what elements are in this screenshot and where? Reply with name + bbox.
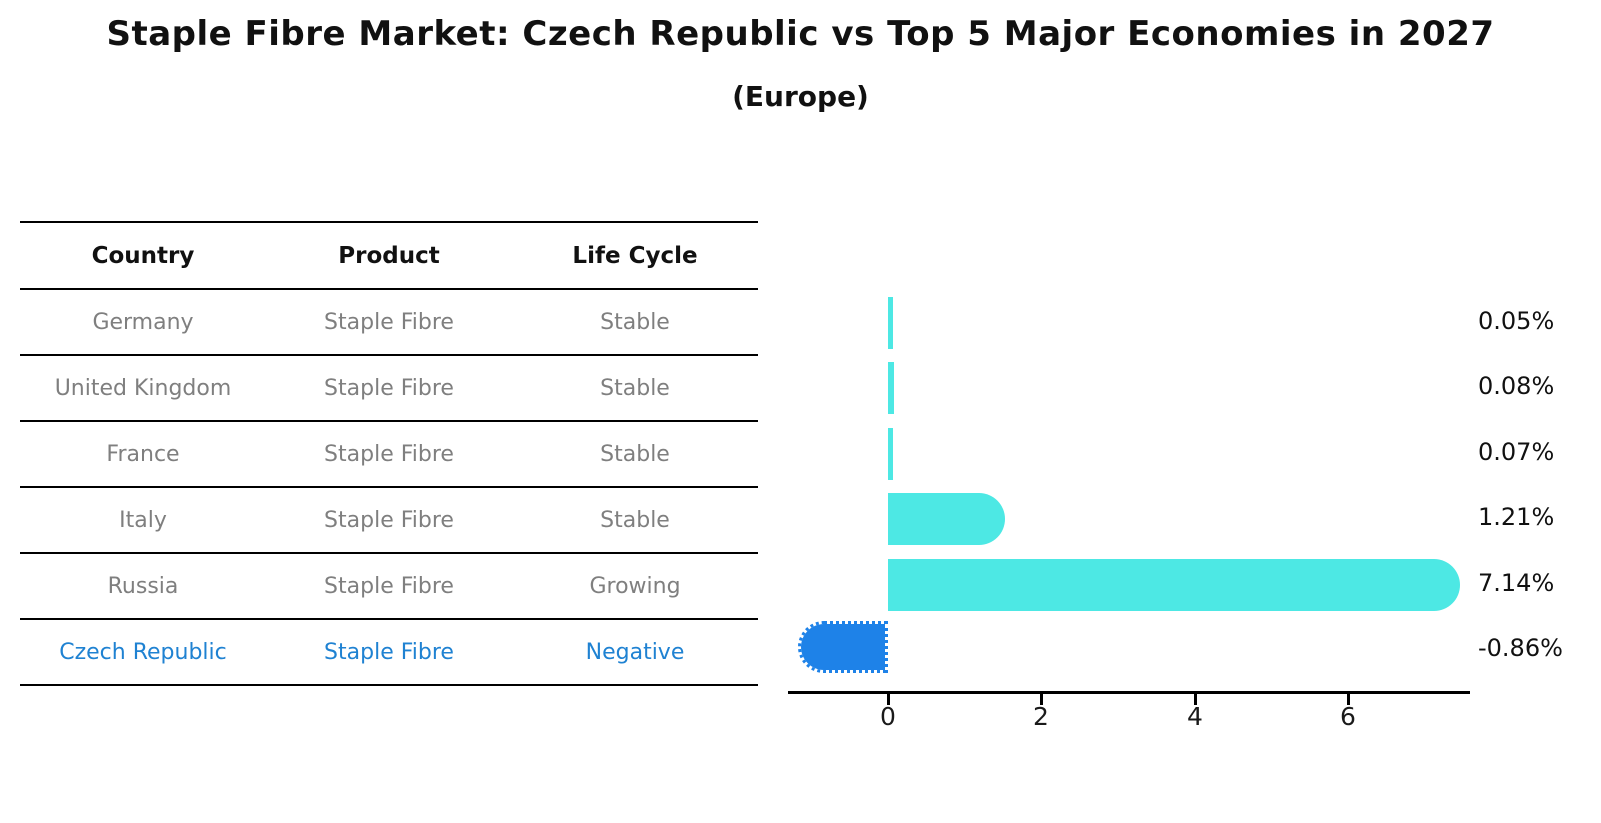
table-header-cell: Country (91, 242, 195, 269)
bar-germany (888, 297, 893, 349)
table-cell-life-cycle: Stable (600, 507, 670, 533)
value-label: 0.07% (1478, 438, 1555, 466)
table-cell-life-cycle: Stable (600, 375, 670, 401)
table-header-cell: Product (338, 242, 440, 269)
x-tick-label: 2 (1033, 702, 1049, 731)
value-label: 0.08% (1478, 372, 1555, 400)
table-row: France Staple Fibre Stable (20, 422, 758, 488)
value-label: 7.14% (1478, 569, 1555, 597)
chart-subtitle: (Europe) (732, 80, 869, 113)
table-row: Germany Staple Fibre Stable (20, 290, 758, 356)
x-tick-mark (1194, 694, 1197, 705)
chart-title: Staple Fibre Market: Czech Republic vs T… (106, 14, 1495, 54)
value-label: 0.05% (1478, 307, 1555, 335)
table-cell-country: Italy (119, 507, 167, 533)
bar-united-kingdom (888, 362, 894, 414)
table-header-row: Country Product Life Cycle (20, 223, 758, 290)
x-tick-mark (1040, 694, 1043, 705)
table-cell-product: Staple Fibre (324, 639, 454, 665)
value-label: -0.86% (1478, 634, 1563, 662)
x-tick-label: 6 (1340, 702, 1356, 731)
country-table: Country Product Life Cycle Germany Staple F… (20, 221, 758, 686)
bar-italy (888, 493, 1005, 545)
table-cell-product: Staple Fibre (324, 309, 454, 335)
table-cell-country: France (106, 441, 180, 467)
bar-france (888, 428, 893, 480)
table-cell-country: Russia (107, 573, 179, 599)
table-cell-product: Staple Fibre (324, 573, 454, 599)
table-cell-life-cycle: Stable (600, 309, 670, 335)
value-label: 1.21% (1478, 503, 1555, 531)
table-body: Germany Staple Fibre Stable United Kingdom S… (20, 290, 758, 686)
table-cell-life-cycle: Negative (585, 639, 685, 665)
table-cell-country: Germany (92, 309, 194, 335)
table-cell-country: United Kingdom (54, 375, 232, 401)
x-tick-label: 4 (1187, 702, 1203, 731)
table-row: Italy Staple Fibre Stable (20, 488, 758, 554)
x-tick-label: 0 (880, 702, 896, 731)
table-cell-life-cycle: Growing (589, 573, 681, 599)
x-tick-mark (887, 694, 890, 705)
table-row: Russia Staple Fibre Growing (20, 554, 758, 620)
table-cell-life-cycle: Stable (600, 441, 670, 467)
table-row: Czech Republic Staple Fibre Negative (20, 620, 758, 686)
table-header-cell: Life Cycle (572, 242, 698, 269)
x-axis-line (788, 691, 1470, 694)
table-row: United Kingdom Staple Fibre Stable (20, 356, 758, 422)
x-tick-mark (1347, 694, 1350, 705)
table-cell-product: Staple Fibre (324, 441, 454, 467)
table-cell-product: Staple Fibre (324, 375, 454, 401)
table-cell-country: Czech Republic (59, 639, 227, 665)
table-cell-product: Staple Fibre (324, 507, 454, 533)
bar-czech-republic (798, 621, 888, 673)
bar-russia (888, 559, 1460, 611)
